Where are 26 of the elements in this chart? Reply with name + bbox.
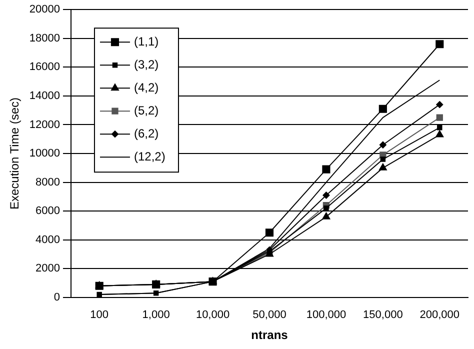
y-tick-label: 8000 [36, 176, 60, 188]
y-tick-label: 4000 [36, 234, 60, 246]
y-tick-label: 6000 [36, 205, 60, 218]
x-tick-label: 50,000 [252, 309, 286, 322]
y-tick-label: 10000 [29, 148, 60, 160]
x-tick-label: 100,000 [306, 309, 346, 322]
legend-label: (3,2) [134, 57, 159, 72]
x-tick-label: 100 [90, 309, 109, 322]
y-tick-label: 18000 [29, 32, 60, 44]
y-tick-label: 16000 [29, 61, 60, 74]
x-tick-label: 10,000 [196, 309, 230, 322]
x-axis-title: ntrans [251, 328, 288, 342]
y-tick-label: 14000 [29, 90, 60, 102]
legend-label: (12,2) [134, 149, 166, 164]
x-tick-label: 200,000 [420, 309, 460, 322]
legend-label: (6,2) [134, 126, 159, 140]
y-tick-label: 0 [54, 291, 60, 304]
legend-label: (5,2) [134, 103, 159, 118]
y-tick-label: 12000 [29, 118, 60, 131]
x-tick-label: 150,000 [363, 309, 403, 322]
x-tick-label: 1,000 [142, 309, 170, 322]
y-tick-label: 20000 [29, 4, 60, 16]
legend-label: (4,2) [134, 80, 159, 94]
legend-label: (1,1) [134, 34, 159, 48]
y-tick-label: 2000 [36, 262, 60, 275]
y-axis-title: Execution Time (sec) [8, 97, 22, 210]
